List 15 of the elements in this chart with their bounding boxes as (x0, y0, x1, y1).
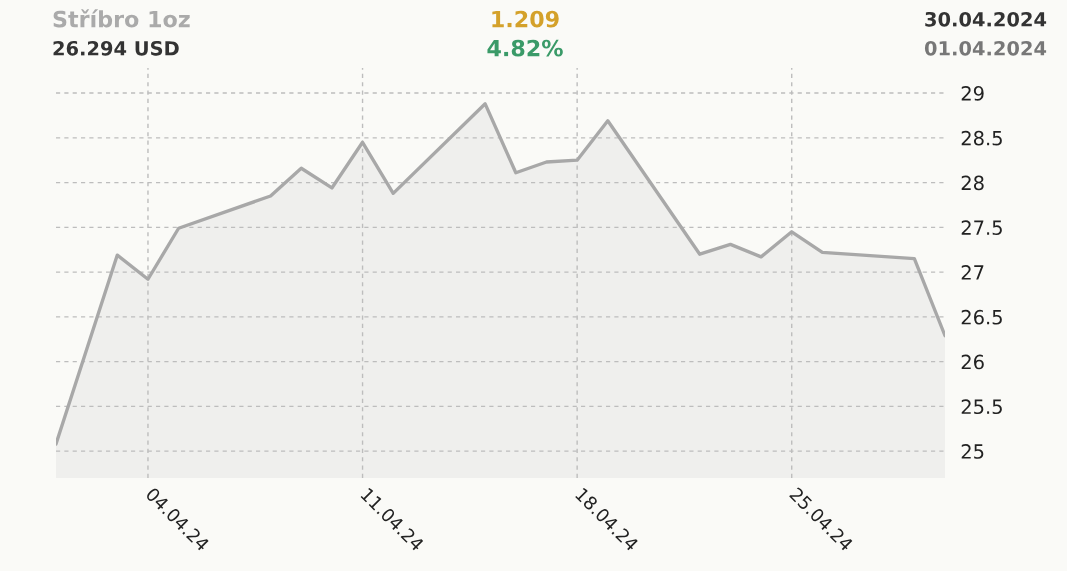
y-tick-label: 25.5 (961, 399, 1002, 415)
text: 01.04.2024 (924, 40, 1047, 56)
text: 4.82% (487, 39, 563, 57)
y-tick-label: 28 (961, 175, 984, 191)
y-tick-label: 25 (961, 444, 984, 459)
y-tick-label: 27.5 (961, 220, 1002, 236)
text: 1.209 (492, 10, 559, 28)
y-tick-label: 26.5 (961, 309, 1002, 325)
y-tick-label: 26 (961, 354, 984, 370)
y-tick-label: 28.5 (961, 130, 1002, 146)
y-tick-label: 27 (961, 265, 984, 280)
chart-title: Stříbro 1oz (53, 9, 190, 28)
text: 30.04.2024 (925, 11, 1047, 27)
chart-subtitle: 26.294 USD (53, 40, 179, 56)
y-tick-label: 29 (961, 86, 984, 101)
